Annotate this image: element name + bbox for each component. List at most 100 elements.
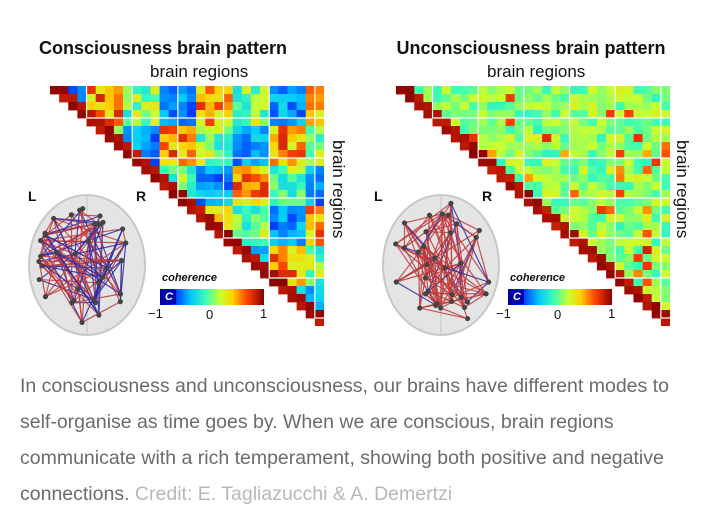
matrix-cell [214, 126, 224, 135]
matrix-cell [205, 126, 215, 135]
matrix-cell [505, 118, 516, 127]
matrix-cell [214, 174, 224, 183]
matrix-cell [660, 278, 670, 287]
matrix-cell [642, 262, 653, 271]
matrix-cell [223, 134, 233, 143]
matrix-cell [432, 110, 442, 119]
matrix-cell [569, 238, 579, 247]
matrix-cell [633, 286, 643, 295]
matrix-cell [542, 142, 552, 151]
brain-node [415, 249, 421, 255]
matrix-cell [296, 278, 307, 287]
matrix-cell [633, 102, 643, 111]
matrix-cell [487, 158, 497, 167]
matrix-cell [587, 110, 598, 119]
brain-connection [395, 243, 487, 295]
matrix-cell [314, 270, 324, 279]
matrix-cell [250, 126, 261, 135]
matrix-cell [296, 294, 307, 303]
matrix-cell [232, 182, 243, 191]
matrix-cell [523, 126, 534, 135]
matrix-cell [615, 102, 625, 111]
matrix-cell [432, 118, 442, 127]
matrix-cell [95, 118, 106, 127]
matrix-cell [141, 134, 151, 143]
matrix-cell [296, 118, 307, 127]
matrix-cell [642, 126, 653, 135]
matrix-cell [187, 134, 197, 143]
matrix-cell [296, 86, 307, 95]
matrix-cell [606, 174, 616, 183]
matrix-cell [396, 86, 406, 95]
matrix-cell [569, 86, 579, 95]
matrix-cell [642, 142, 653, 151]
matrix-cell [633, 110, 643, 119]
matrix-cell [214, 198, 224, 207]
matrix-cell [305, 286, 316, 295]
matrix-cell [587, 102, 598, 111]
matrix-cell [633, 214, 643, 223]
brain-connection [77, 208, 84, 290]
matrix-cell [624, 270, 634, 279]
matrix-cell [205, 174, 215, 183]
matrix-cell [232, 142, 243, 151]
matrix-cell [560, 166, 570, 175]
matrix-cell [560, 102, 570, 111]
matrix-cell [496, 150, 506, 159]
brain-node [464, 315, 471, 322]
brain-node [421, 243, 427, 249]
matrix-cell [187, 158, 197, 167]
matrix-cell [596, 174, 607, 183]
matrix-cell [223, 174, 233, 183]
matrix-cell [214, 134, 224, 143]
matrix-cell [296, 238, 307, 247]
brain-connection [419, 277, 426, 309]
matrix-cell [232, 158, 243, 167]
matrix-cell [168, 166, 179, 175]
matrix-cell [314, 286, 324, 295]
matrix-cell [469, 134, 479, 143]
matrix-cell [505, 102, 516, 111]
right-hemisphere-marker: R [136, 188, 147, 204]
brain-connection [41, 253, 76, 267]
matrix-cell [615, 174, 625, 183]
matrix-cell [523, 198, 534, 207]
matrix-cell [660, 286, 670, 295]
matrix-cell [587, 166, 598, 175]
matrix-cell [314, 86, 324, 95]
matrix-cell [196, 182, 206, 191]
matrix-cell [633, 118, 643, 127]
matrix-cell [651, 302, 662, 311]
matrix-cell [250, 206, 261, 215]
brain-connection [74, 210, 81, 255]
matrix-cell [660, 118, 670, 127]
matrix-cell [287, 158, 297, 167]
matrix-cell [642, 278, 653, 287]
matrix-cell [560, 158, 570, 167]
matrix-cell [296, 102, 307, 111]
matrix-cell [633, 198, 643, 207]
matrix-cell [296, 150, 307, 159]
matrix-cell [314, 94, 324, 103]
matrix-cell [569, 182, 579, 191]
matrix-cell [232, 166, 243, 175]
matrix-cell [624, 278, 634, 287]
matrix-cell [104, 110, 115, 119]
matrix-cell [642, 238, 653, 247]
matrix-cell [287, 278, 297, 287]
matrix-cell [596, 102, 607, 111]
matrix-cell [624, 110, 634, 119]
matrix-cell [123, 118, 133, 127]
matrix-cell [523, 166, 534, 175]
matrix-cell [205, 190, 215, 199]
matrix-cell [232, 198, 243, 207]
matrix-cell [523, 134, 534, 143]
matrix-cell [478, 126, 488, 135]
brain-connection [450, 203, 490, 283]
matrix-cell [305, 278, 316, 287]
matrix-cell [132, 158, 142, 167]
matrix-cell [633, 134, 643, 143]
matrix-cell [177, 190, 188, 199]
matrix-cell [441, 86, 452, 95]
brain-connection [44, 232, 100, 316]
